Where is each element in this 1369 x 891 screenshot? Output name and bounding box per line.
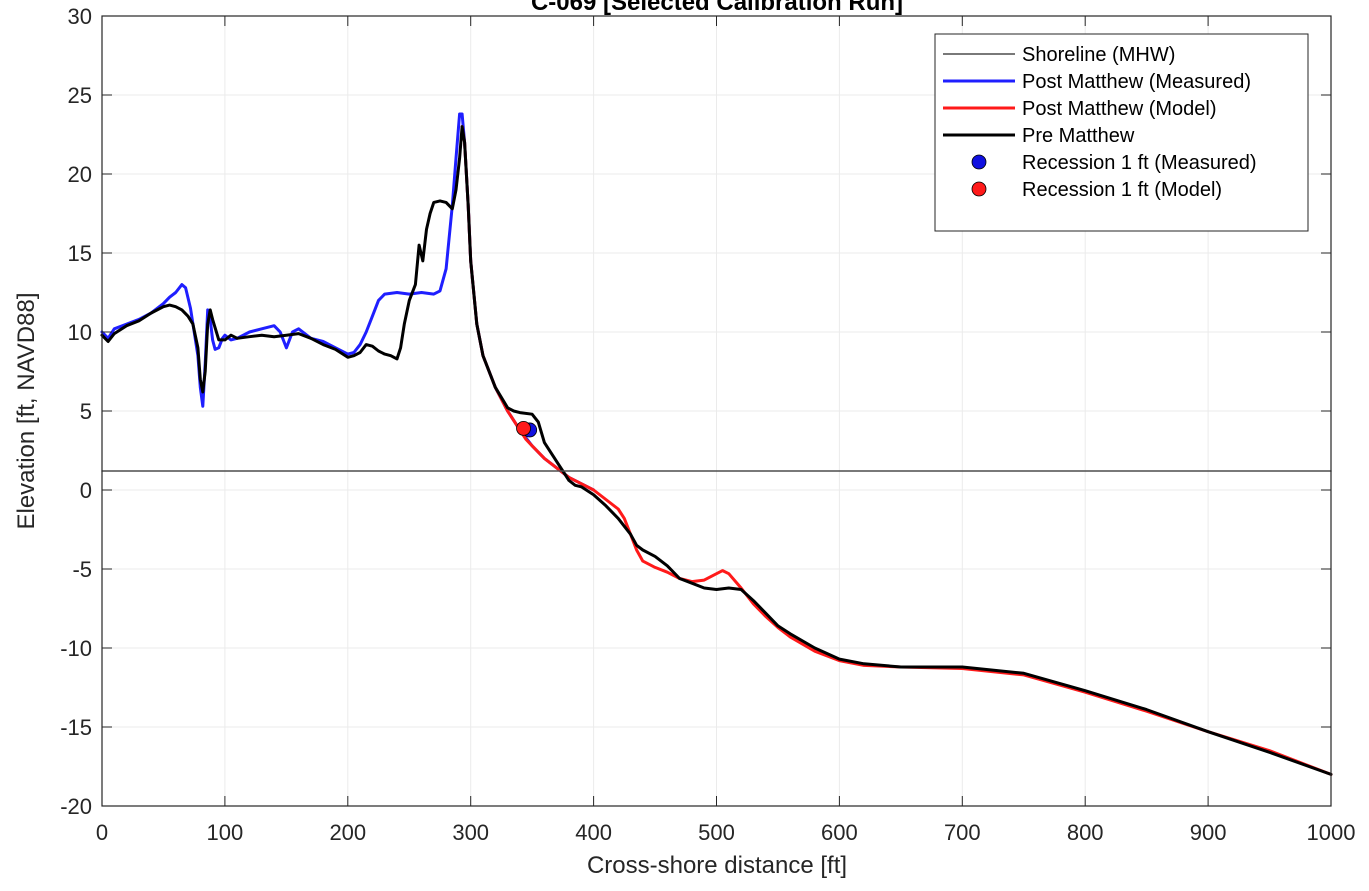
y-tick-label: 10 bbox=[68, 320, 92, 345]
legend-label-shoreline-mhw: Shoreline (MHW) bbox=[1022, 44, 1175, 66]
legend-marker-recession-model bbox=[971, 181, 987, 197]
x-tick-label: 600 bbox=[821, 820, 858, 845]
y-tick-label: 20 bbox=[68, 162, 92, 187]
x-tick-label: 800 bbox=[1067, 820, 1104, 845]
y-tick-label: 25 bbox=[68, 83, 92, 108]
x-axis-label: Cross-shore distance [ft] bbox=[587, 852, 847, 879]
x-tick-label: 1000 bbox=[1307, 820, 1356, 845]
legend-marker-recession-measured bbox=[971, 154, 987, 170]
x-tick-label: 300 bbox=[452, 820, 489, 845]
legend-label-pre-matthew: Pre Matthew bbox=[1022, 125, 1135, 147]
y-tick-label: 5 bbox=[80, 399, 92, 424]
x-tick-label: 900 bbox=[1190, 820, 1227, 845]
y-tick-label: -20 bbox=[60, 794, 92, 819]
x-tick-label: 100 bbox=[207, 820, 244, 845]
x-tick-label: 400 bbox=[575, 820, 612, 845]
legend-label-recession-measured: Recession 1 ft (Measured) bbox=[1022, 152, 1257, 174]
series-layer bbox=[100, 112, 1333, 776]
x-tick-label: 500 bbox=[698, 820, 735, 845]
pre-matthew-line bbox=[100, 125, 1333, 776]
legend-label-recession-model: Recession 1 ft (Model) bbox=[1022, 179, 1222, 201]
y-tick-label: -10 bbox=[60, 636, 92, 661]
x-tick-label: 0 bbox=[96, 820, 108, 845]
x-tick-label: 700 bbox=[944, 820, 981, 845]
axis-ticks: 0 100 200 300 400 500 600 700 800 900 1000-20-15-1… bbox=[60, 4, 1355, 845]
y-tick-label: -5 bbox=[72, 557, 92, 582]
points-layer bbox=[516, 420, 538, 438]
chart-title: C-069 [Selected Calibration Run] bbox=[531, 0, 903, 16]
y-tick-label: 15 bbox=[68, 241, 92, 266]
recession-model-point bbox=[516, 420, 531, 436]
y-tick-label: 30 bbox=[68, 4, 92, 29]
legend-label-post-matthew-measured: Post Matthew (Measured) bbox=[1022, 71, 1251, 93]
y-tick-label: 0 bbox=[80, 478, 92, 503]
y-tick-label: -15 bbox=[60, 715, 92, 740]
legend-box bbox=[934, 33, 1309, 232]
y-axis-label: Elevation [ft, NAVD88] bbox=[13, 293, 40, 530]
x-tick-label: 200 bbox=[329, 820, 366, 845]
legend-label-post-matthew-model: Post Matthew (Model) bbox=[1022, 98, 1217, 120]
legend: Shoreline (MHW) Post Matthew (Measured) Po… bbox=[934, 33, 1309, 232]
